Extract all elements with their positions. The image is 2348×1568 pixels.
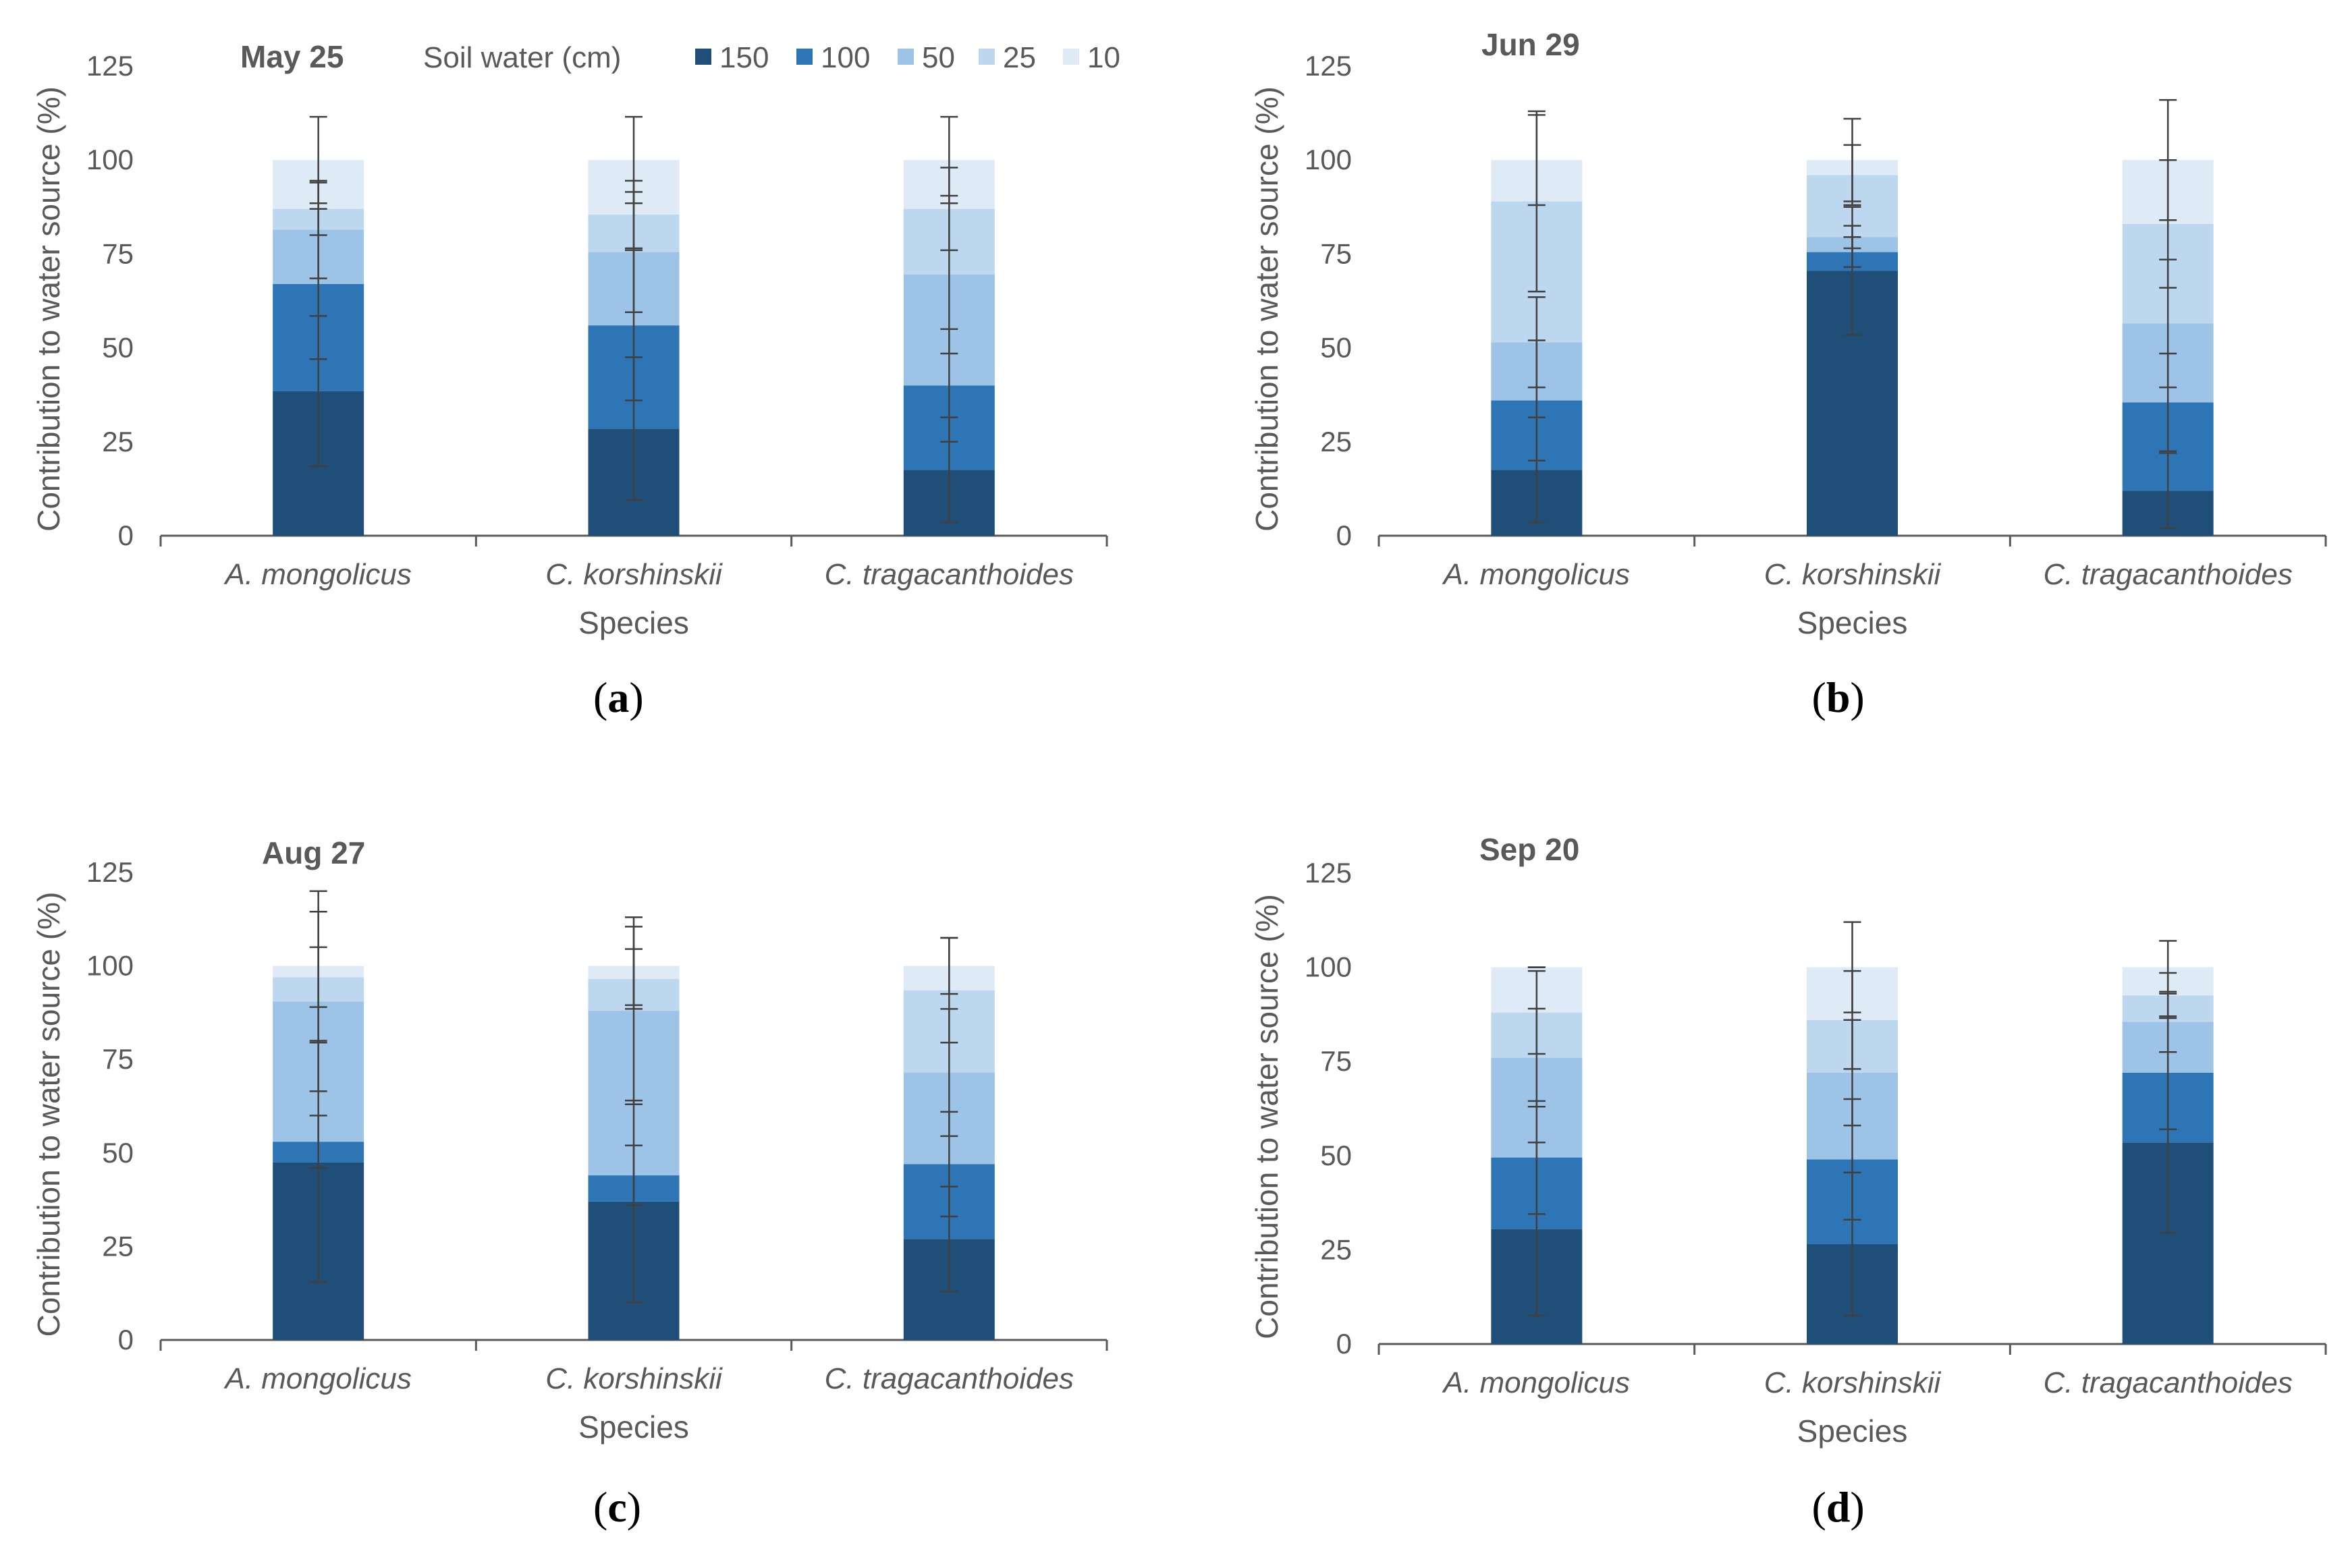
chart-title: May 25	[240, 39, 344, 74]
x-category-label: C. korshinskii	[545, 558, 723, 591]
y-tick-label: 0	[118, 520, 134, 551]
y-axis-title: Contribution to water source (%)	[31, 892, 66, 1337]
y-tick-label: 125	[1305, 857, 1352, 889]
chart-panel-c: 0 25 50 75 100 125 A. mongolicus C. korshinskii…	[31, 835, 1108, 1531]
chart-panel-d: 0 25 50 75 100 125 A. mongolicus C. korshinskii…	[1249, 832, 2327, 1531]
x-category-label: C. tragacanthoides	[825, 558, 1074, 591]
y-tick-label: 0	[118, 1324, 134, 1355]
panel-label-close: )	[1850, 1483, 1864, 1531]
y-tick-label: 25	[102, 1230, 134, 1262]
panel-label-open: (	[1812, 673, 1826, 721]
x-category-label: C. tragacanthoides	[825, 1362, 1074, 1395]
legend: Soil water (cm) 150 100 50 25 10	[423, 41, 1120, 74]
x-axis-title: Species	[578, 1409, 689, 1445]
x-category-label: A. mongolicus	[223, 558, 411, 591]
x-category-label: C. korshinskii	[545, 1362, 723, 1395]
chart-title: Sep 20	[1479, 832, 1579, 867]
chart-title: Jun 29	[1481, 27, 1580, 62]
legend-label: 25	[1003, 41, 1036, 74]
y-tick-label: 50	[1320, 332, 1352, 364]
x-axis-title: Species	[1797, 605, 1908, 640]
y-tick-label: 75	[1320, 237, 1352, 269]
chart-panel-b: 0 25 50 75 100 125 A. mongolicus C. korshinskii…	[1249, 27, 2327, 721]
legend-title: Soil water (cm)	[423, 41, 621, 74]
legend-swatch-10	[1063, 49, 1079, 65]
panel-label-letter: b	[1826, 673, 1851, 721]
legend-swatch-100	[796, 49, 813, 65]
chart-title: Aug 27	[262, 835, 365, 870]
x-category-label: C. tragacanthoides	[2043, 558, 2292, 591]
y-tick-label: 100	[86, 950, 134, 982]
y-axis-title: Contribution to water source (%)	[1249, 894, 1284, 1339]
panel-label-close: )	[629, 673, 643, 721]
legend-label: 50	[922, 41, 955, 74]
x-category-label: C. korshinskii	[1764, 558, 1942, 591]
y-tick-label: 50	[102, 332, 134, 364]
y-axis-title: Contribution to water source (%)	[1249, 86, 1284, 532]
legend-label: 10	[1087, 41, 1120, 74]
y-tick-label: 100	[86, 144, 134, 175]
panel-label-open: (	[593, 1483, 607, 1531]
y-tick-label: 25	[102, 426, 134, 457]
x-category-label: C. tragacanthoides	[2043, 1366, 2292, 1399]
y-axis-title: Contribution to water source (%)	[31, 86, 66, 532]
y-tick-label: 25	[1320, 1233, 1352, 1265]
panel-label-letter: c	[607, 1483, 626, 1531]
panel-label-letter: a	[607, 673, 629, 721]
legend-swatch-50	[898, 49, 914, 65]
y-tick-label: 0	[1336, 1328, 1352, 1360]
x-axis-title: Species	[578, 605, 689, 640]
y-tick-label: 125	[1305, 50, 1352, 82]
panel-label-close: )	[627, 1483, 641, 1531]
y-tick-label: 100	[1305, 951, 1352, 983]
x-category-label: A. mongolicus	[223, 1362, 411, 1395]
panel-label: (d)	[1812, 1483, 1865, 1531]
panel-label: (b)	[1812, 673, 1865, 721]
y-tick-label: 125	[86, 50, 134, 82]
panel-label-open: (	[593, 673, 607, 721]
x-category-label: A. mongolicus	[1442, 558, 1630, 591]
y-tick-label: 75	[102, 1043, 134, 1075]
y-tick-label: 50	[102, 1137, 134, 1169]
legend-swatch-150	[695, 49, 711, 65]
panel-label: (a)	[593, 673, 644, 721]
x-category-label: A. mongolicus	[1442, 1366, 1630, 1399]
y-tick-label: 125	[86, 856, 134, 888]
y-tick-label: 0	[1336, 520, 1352, 551]
y-tick-label: 100	[1305, 144, 1352, 175]
panel-label-close: )	[1850, 673, 1864, 721]
panel-label-open: (	[1812, 1483, 1826, 1531]
x-category-label: C. korshinskii	[1764, 1366, 1942, 1399]
legend-swatch-25	[979, 49, 995, 65]
legend-label: 150	[719, 41, 769, 74]
y-tick-label: 75	[1320, 1045, 1352, 1077]
y-tick-label: 75	[102, 237, 134, 269]
legend-label: 100	[821, 41, 870, 74]
chart-panel-a: 0 25 50 75 100 125 A. mongolicus C. korshinskii…	[31, 39, 1108, 721]
panel-label: (c)	[593, 1483, 641, 1531]
y-tick-label: 25	[1320, 426, 1352, 457]
x-axis-title: Species	[1797, 1413, 1908, 1449]
y-tick-label: 50	[1320, 1140, 1352, 1171]
panel-label-letter: d	[1826, 1483, 1851, 1531]
